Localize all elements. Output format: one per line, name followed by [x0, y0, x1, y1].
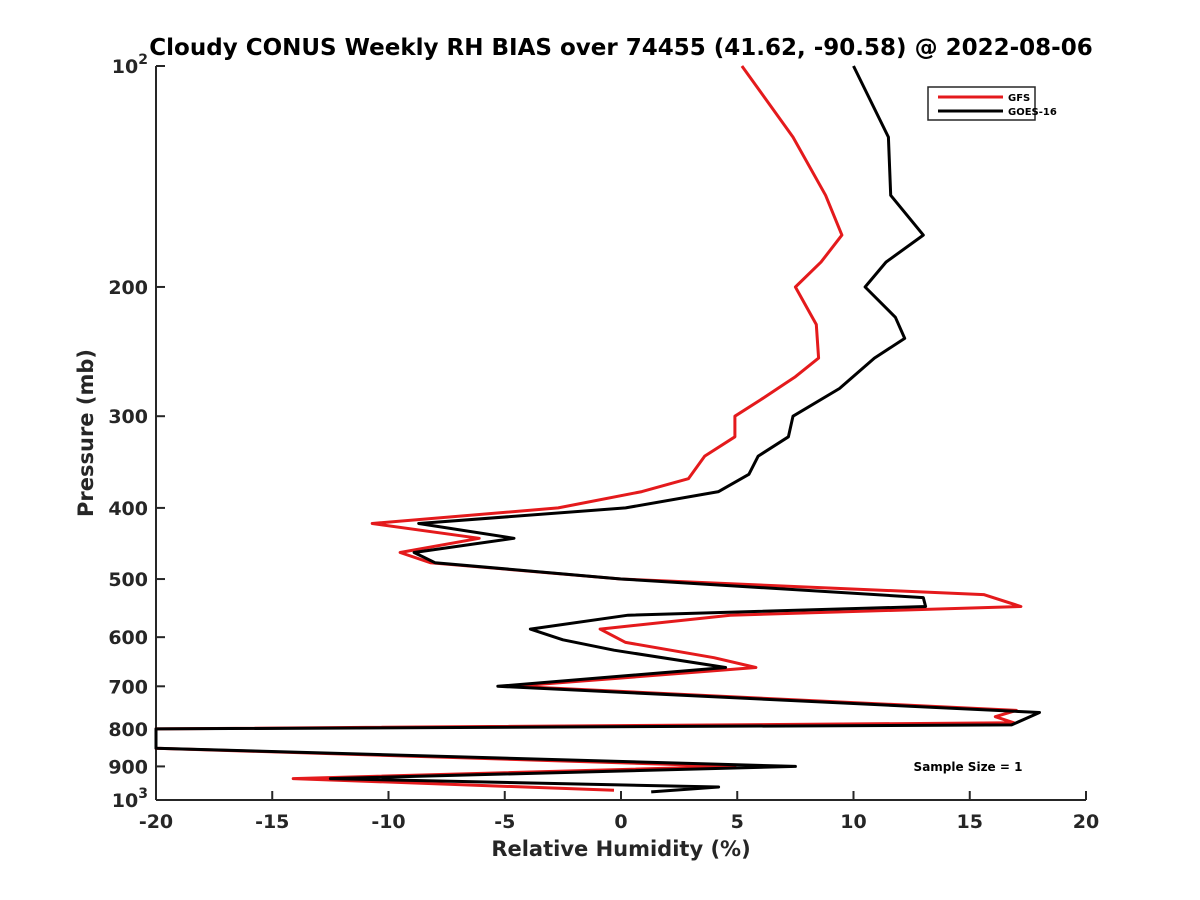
- legend-label: GOES-16: [1008, 107, 1057, 118]
- x-tick-label: -20: [139, 811, 173, 833]
- series-line-gfs: [154, 65, 1023, 792]
- legend-box: [927, 86, 1036, 121]
- y-tick-label: 400: [108, 498, 148, 520]
- x-tick-label: -15: [255, 811, 289, 833]
- legend-label: GFS: [1008, 93, 1030, 104]
- y-tick-label: 700: [108, 676, 148, 698]
- x-tick-label: -10: [371, 811, 405, 833]
- series-layer: [154, 65, 1041, 794]
- y-tick-label: 200: [108, 277, 148, 299]
- x-tick-label: 0: [614, 811, 627, 833]
- sample-size-annotation: Sample Size = 1: [914, 760, 1023, 774]
- x-tick-label: 5: [731, 811, 744, 833]
- chart-title: Cloudy CONUS Weekly RH BIAS over 74455 (…: [149, 35, 1092, 61]
- x-axis-ticks: -20 -15 -10 -5 0 5 10 15 20: [139, 791, 1099, 833]
- y-tick-label: 900: [108, 756, 148, 778]
- y-tick-label: 800: [108, 719, 148, 741]
- y-tick-label: 103: [112, 786, 148, 812]
- y-tick-label: 500: [108, 569, 148, 591]
- x-tick-label: -5: [494, 811, 515, 833]
- x-tick-label: 20: [1073, 811, 1099, 833]
- y-tick-label: 102: [112, 52, 148, 78]
- series-line-goes-16: [154, 65, 1041, 794]
- legend: GFS GOES-16: [927, 86, 1057, 121]
- x-tick-label: 15: [957, 811, 983, 833]
- x-axis-label: Relative Humidity (%): [491, 837, 750, 861]
- y-axis-label: Pressure (mb): [74, 349, 98, 517]
- y-tick-label: 300: [108, 406, 148, 428]
- y-tick-label: 600: [108, 627, 148, 649]
- plot-area: [155, 66, 1086, 801]
- x-tick-label: 10: [840, 811, 866, 833]
- y-axis-ticks: 102 200 300 400 500 600 700 800 900 103: [108, 52, 165, 812]
